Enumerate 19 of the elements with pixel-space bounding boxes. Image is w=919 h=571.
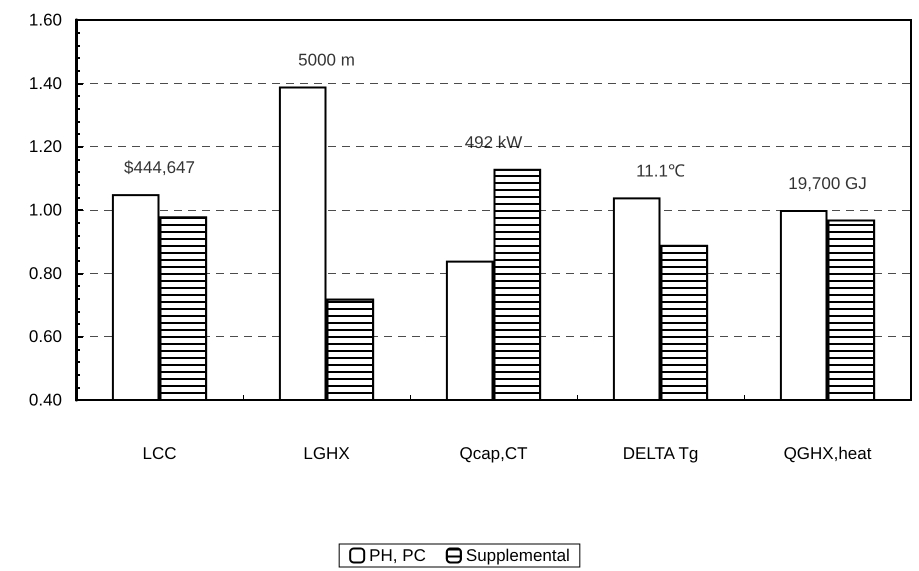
y-tick-label: 1.20 (28, 137, 62, 156)
annotation: 5000 m (298, 50, 355, 70)
y-tick-label: 1.40 (28, 74, 62, 93)
y-tick-label: 0.60 (28, 327, 62, 346)
y-tick-label: 1.60 (28, 10, 62, 30)
annotation: 19,700 GJ (788, 174, 867, 193)
y-tick-label: 1.00 (28, 200, 62, 220)
annotation: 11.1℃ (636, 161, 685, 180)
x-tick-label: LGHX (303, 444, 350, 463)
x-tick-label: QGHX,heat (784, 444, 872, 463)
x-tick-label: DELTA Tg (622, 444, 698, 463)
y-tick-label: 0.80 (28, 264, 62, 283)
y-tick-label: 0.40 (28, 390, 62, 410)
legend-label: PH, PC (369, 546, 426, 565)
annotation: $444,647 (124, 158, 195, 178)
annotation: 492 kW (464, 132, 522, 152)
legend-label: Supplemental (466, 546, 570, 565)
x-tick-label: LCC (142, 444, 177, 463)
x-tick-label: Qcap,CT (459, 444, 528, 463)
